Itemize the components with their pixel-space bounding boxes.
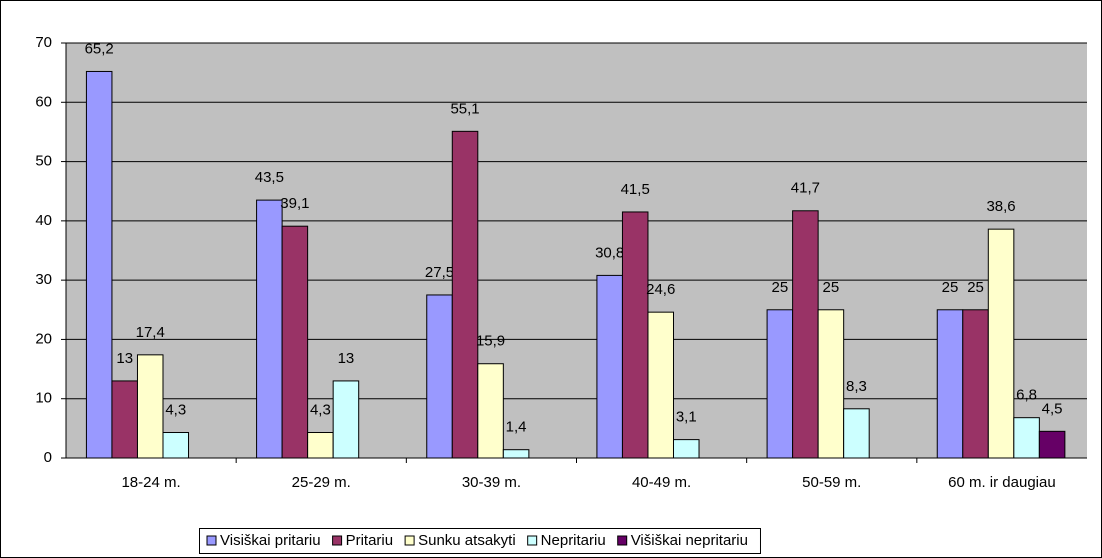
data-label: 65,2 [85, 40, 114, 57]
bar [936, 309, 964, 459]
x-tick-label: 18-24 m. [121, 474, 180, 491]
data-label: 13 [116, 350, 133, 367]
bar [426, 294, 453, 459]
legend-label: Nepritariu [541, 532, 606, 549]
data-label: 27,5 [425, 264, 454, 281]
legend-label: Visiškai pritariu [220, 532, 321, 549]
x-tick-label: 40-49 m. [632, 474, 691, 491]
bar [962, 309, 989, 459]
bar [307, 432, 334, 459]
legend [199, 528, 761, 554]
bar [621, 211, 649, 459]
legend-swatch [206, 535, 217, 546]
legend-swatch [332, 535, 343, 546]
bar [1013, 417, 1040, 459]
bar [85, 70, 113, 459]
data-label: 4,3 [165, 401, 186, 418]
data-label: 39,1 [280, 195, 309, 212]
bar [766, 309, 794, 459]
bar [451, 130, 479, 459]
data-label: 25 [942, 279, 959, 296]
x-tick-label: 30-39 m. [462, 474, 521, 491]
legend-label: Višiškai nepritariu [631, 532, 748, 549]
bar [162, 432, 190, 459]
bar [256, 199, 283, 459]
bar [502, 449, 530, 459]
data-label: 1,4 [506, 419, 527, 436]
legend-swatch [527, 535, 538, 546]
data-label: 3,1 [676, 409, 697, 426]
data-label: 17,4 [136, 324, 165, 341]
data-label: 8,3 [846, 378, 867, 395]
bar [1038, 430, 1066, 459]
data-label: 4,5 [1042, 400, 1063, 417]
bar [332, 380, 360, 459]
data-label: 41,7 [791, 180, 820, 197]
y-tick-label: 50 [35, 153, 52, 170]
bar [987, 228, 1015, 459]
x-tick-label: 50-59 m. [802, 474, 861, 491]
plot-area [66, 43, 1087, 458]
y-tick-label: 70 [35, 34, 52, 51]
y-tick-label: 60 [35, 93, 52, 110]
data-label: 24,6 [646, 281, 675, 298]
bar [281, 225, 309, 459]
bar [477, 363, 504, 459]
y-tick-label: 20 [35, 330, 52, 347]
data-label: 6,8 [1016, 387, 1037, 404]
data-label: 55,1 [450, 100, 479, 117]
data-label: 38,6 [986, 198, 1015, 215]
y-tick-label: 40 [35, 212, 52, 229]
data-label: 30,8 [595, 244, 624, 261]
y-tick-label: 0 [44, 449, 52, 466]
bar [647, 311, 674, 459]
data-label: 25 [823, 279, 840, 296]
data-label: 43,5 [255, 169, 284, 186]
legend-swatch [617, 535, 628, 546]
x-tick-label: 25-29 m. [292, 474, 351, 491]
bar [817, 309, 845, 459]
bar [111, 380, 138, 459]
data-label: 25 [772, 279, 789, 296]
legend-label: Pritariu [346, 532, 394, 549]
data-label: 13 [338, 350, 355, 367]
bar [792, 210, 819, 459]
data-label: 15,9 [476, 333, 505, 350]
bar [136, 354, 164, 459]
data-label: 41,5 [621, 181, 650, 198]
y-tick-label: 10 [35, 390, 52, 407]
x-tick-label: 60 m. ir daugiau [948, 474, 1056, 491]
bar [672, 439, 700, 459]
data-label: 25 [967, 279, 984, 296]
bar [596, 274, 623, 459]
bar [843, 408, 870, 459]
data-label: 4,3 [310, 401, 331, 418]
legend-label: Sunku atsakyti [418, 532, 516, 549]
legend-swatch [404, 535, 415, 546]
y-tick-label: 30 [35, 271, 52, 288]
